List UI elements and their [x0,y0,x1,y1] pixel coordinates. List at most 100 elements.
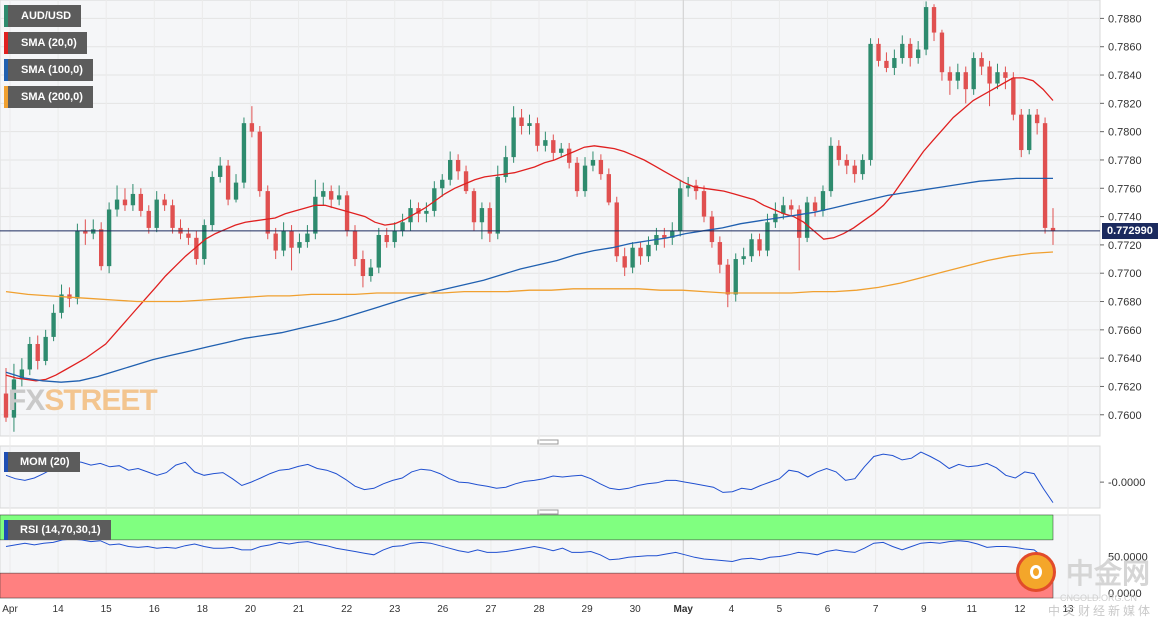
rsi-oversold-zone [0,572,1054,599]
candle-body [900,43,905,59]
x-tick-label: 18 [197,604,209,615]
candle-body [11,379,17,418]
candle-body [852,165,857,175]
y-tick-label: 0.7620 [1108,381,1142,393]
candle-body [217,165,223,177]
x-tick-label: 23 [389,604,401,615]
candle-body [860,159,865,175]
candle-body [685,185,691,189]
candle-body [225,165,231,200]
x-tick-label: 15 [101,604,113,615]
candle-body [939,32,945,73]
candle-body [313,196,318,234]
sma200-legend[interactable]: SMA (200,0) [4,86,93,108]
candle-body [321,191,326,197]
candle-body [273,233,278,251]
candle-body [749,239,754,257]
candle-body [432,188,437,211]
candle-body [1042,123,1048,228]
candle-body [1011,77,1016,115]
symbol-legend[interactable]: AUD/USD [4,5,82,27]
candle-body [836,145,842,160]
candle-body [931,7,937,33]
y-tick-label: 0.7600 [1108,410,1142,422]
candle-body [479,208,485,223]
candle-body [678,188,683,231]
candle-body [1019,114,1024,151]
candle-body [265,191,270,234]
candle-body [566,148,572,163]
candle-body [130,193,136,206]
candle-body [884,60,889,68]
candle-body [194,237,199,260]
candle-body [693,185,699,192]
candle-body [1034,114,1040,124]
candle-body [329,191,334,200]
candle-body [305,233,310,243]
candle-body [765,222,770,251]
y-tick-label: 0.7740 [1108,212,1142,224]
x-tick-label: 6 [825,604,831,615]
rsi-legend[interactable]: RSI (14,70,30,1) [4,520,111,540]
candle-body [122,199,128,206]
candle-body [170,205,175,228]
candle-body [804,202,810,238]
x-tick-label: 20 [245,604,257,615]
x-tick-label: 22 [341,604,353,615]
x-tick-label: 16 [149,604,161,615]
candle-body [83,230,88,234]
candle-body [757,239,762,251]
candle-body [622,256,627,268]
candle-body [535,123,540,146]
candle-body [812,202,818,211]
candle-body [241,123,247,183]
sma100-legend[interactable]: SMA (100,0) [4,59,93,81]
x-tick-label: 28 [533,604,545,615]
y-tick-label: 0.7720 [1108,240,1142,252]
y-tick-label: 0.7640 [1108,353,1142,365]
candle-body [527,123,532,126]
candle-body [154,199,159,228]
sma200-line [5,251,1054,303]
y-tick-label: 0.7820 [1108,98,1142,110]
fx-text: FX [8,384,45,417]
candle-body [392,230,397,243]
x-tick-label: Apr [2,604,18,615]
candle-body [828,145,834,192]
candle-body [360,259,366,277]
sma20-legend[interactable]: SMA (20,0) [4,32,87,54]
candle-body [733,259,738,295]
candle-body [114,199,120,210]
candle-body [289,230,294,248]
price-panel-bg [0,0,1101,437]
candle-body [503,157,508,177]
mom-legend[interactable]: MOM (20) [4,452,80,472]
candle-body [416,208,421,214]
candle-body [574,162,580,192]
candle-body [400,222,405,231]
candle-body [963,72,968,90]
candle-body [297,242,302,248]
fxstreet-watermark: FXSTREET [8,384,158,418]
y-tick-label: 0.7660 [1108,325,1142,337]
candle-body [99,229,104,267]
candle-body [376,234,381,268]
candle-body [670,230,675,238]
y-tick-label: 0.7700 [1108,268,1142,280]
x-tick-label: 29 [582,604,594,615]
candle-body [844,159,849,166]
candle-body [606,174,611,203]
x-tick-label: 11 [967,604,978,615]
candle-body [701,191,707,217]
mom-y-tick-label: -0.0000 [1108,477,1145,489]
candle-body [35,343,40,361]
candle-body [915,49,921,59]
y-tick-label: 0.7680 [1108,297,1142,309]
y-tick-label: 0.7860 [1108,42,1142,54]
candle-body [717,242,723,265]
candle-body [1027,114,1032,151]
candle-body [495,176,500,234]
candle-body [463,171,469,192]
candle-body [614,202,619,257]
